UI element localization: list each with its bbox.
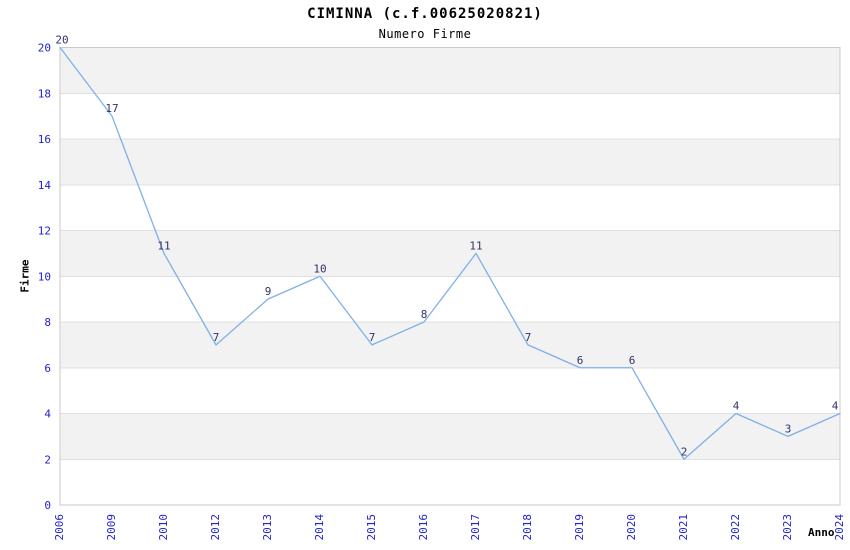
data-point-label: 7 [213,331,220,344]
x-tick-label: 2014 [313,514,326,541]
y-tick-label: 8 [44,316,51,329]
x-tick-label: 2024 [833,514,846,541]
data-point-label: 4 [733,400,740,413]
x-tick-label: 2023 [781,514,794,541]
data-point-label: 20 [55,34,68,47]
y-tick-label: 14 [38,179,52,192]
x-tick-label: 2006 [53,514,66,541]
x-axis-title: Anno [808,526,835,539]
data-point-label: 2 [681,445,688,458]
data-point-label: 11 [157,239,170,252]
data-line [59,46,841,460]
x-tick-label: 2019 [573,514,586,541]
data-point-label: 9 [265,285,272,298]
plot-band [60,230,840,277]
y-tick-label: 4 [44,408,51,421]
data-point-label: 8 [421,308,428,321]
data-point-label: 7 [369,331,376,344]
chart-title: CIMINNA (c.f.00625020821) [307,6,543,22]
data-point-label: 3 [785,422,792,435]
data-point-label: 11 [469,239,482,252]
x-tick-label: 2022 [729,514,742,541]
x-tick-label: 2010 [157,514,170,541]
y-tick-label: 20 [38,42,51,55]
x-tick-label: 2016 [417,514,430,541]
plot-band [60,322,840,368]
x-tick-label: 2009 [105,514,118,541]
x-tick-label: 2017 [469,514,482,541]
data-point-label: 6 [629,354,636,367]
data-point-label: 10 [313,262,326,275]
y-tick-label: 0 [44,499,51,512]
y-axis-title: Firme [18,259,32,293]
y-tick-label: 16 [38,133,51,146]
x-tick-label: 2015 [365,514,378,541]
data-point-label: 17 [105,102,118,115]
plot-band [60,413,840,460]
y-tick-label: 12 [38,225,51,238]
plot-band [60,139,840,185]
data-point-label: 4 [832,400,839,413]
chart-subtitle: Numero Firme [378,27,472,41]
y-tick-label: 6 [44,362,51,375]
y-tick-label: 10 [38,270,51,283]
y-tick-label: 2 [44,453,51,466]
x-tick-label: 2012 [209,514,222,541]
x-tick-label: 2020 [625,514,638,541]
plot-band [60,47,840,94]
data-point-label: 7 [525,331,532,344]
x-tick-label: 2021 [677,514,690,541]
plot-border [59,47,841,506]
x-tick-label: 2013 [261,514,274,541]
x-tick-label: 2018 [521,514,534,541]
data-point-label: 6 [577,354,584,367]
y-tick-label: 18 [38,87,51,100]
